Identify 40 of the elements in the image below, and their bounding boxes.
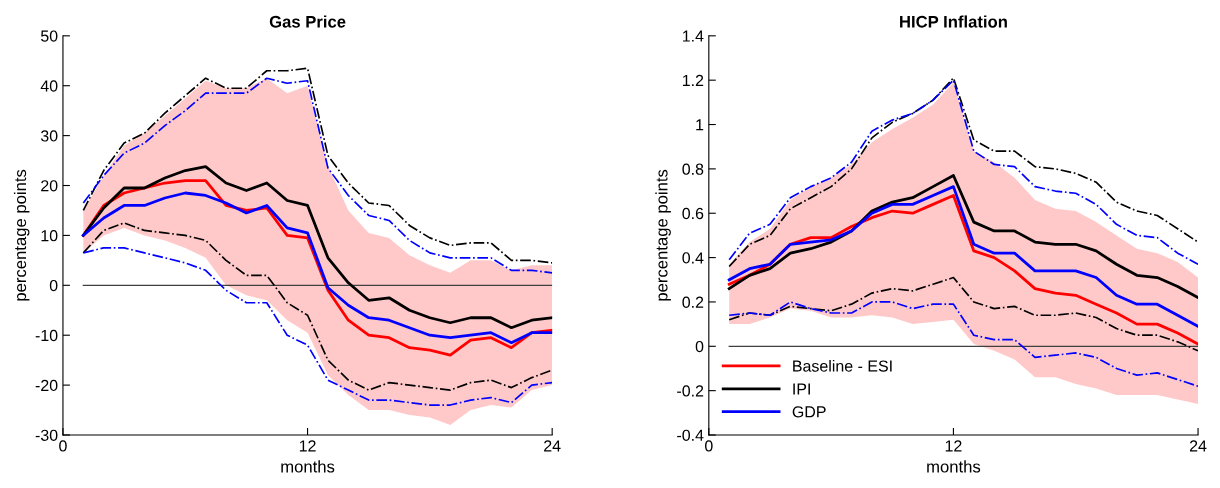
y-tick-label: 1.2 (682, 74, 704, 86)
y-tick-label: 1 (696, 119, 704, 131)
y-tick-label: 1.4 (682, 30, 704, 42)
y-tick-label: 40 (40, 80, 58, 92)
x-tick-label: 24 (544, 440, 561, 452)
x-tick-label: 0 (59, 440, 67, 452)
y-axis-title: percentage points (655, 169, 671, 301)
legend-label: GDP (792, 406, 826, 418)
y-tick-label: 0 (695, 340, 704, 353)
x-tick-label: 12 (299, 440, 316, 452)
y-axis-title: percentage points (13, 169, 30, 301)
chart-title: Gas Price (269, 15, 346, 28)
x-axis-title: months (927, 460, 981, 473)
y-tick-label: 0.8 (682, 163, 704, 175)
x-tick-label: 0 (705, 440, 713, 452)
y-tick-label: 0.2 (682, 296, 704, 308)
line-series (728, 276, 1199, 352)
legend-label: Baseline - ESI (793, 359, 892, 372)
y-tick-label: -0.4 (677, 429, 704, 441)
y-tick-label: 10 (41, 230, 58, 242)
y-tick-label: 50 (40, 30, 58, 42)
y-tick-label: 0 (49, 279, 58, 292)
y-tick-label: -0.2 (677, 385, 704, 397)
y-tick-label: -30 (35, 429, 58, 441)
x-tick-label: 24 (1189, 440, 1207, 452)
y-tick-label: 30 (40, 130, 58, 142)
y-tick-label: -20 (35, 379, 58, 392)
line-series (727, 174, 1199, 299)
line-series (81, 165, 553, 330)
line-series (82, 222, 553, 391)
legend-label: IPI (793, 383, 810, 395)
x-tick-label: 12 (945, 440, 962, 452)
line-series (727, 185, 1199, 328)
x-axis-title: months (281, 460, 335, 473)
y-tick-label: 20 (41, 180, 58, 192)
line-series (82, 247, 553, 406)
chart-title: HICP Inflation (900, 15, 1007, 28)
y-tick-label: 0.6 (682, 207, 704, 220)
y-tick-label: 0.4 (682, 252, 704, 264)
y-tick-label: -10 (35, 329, 58, 342)
